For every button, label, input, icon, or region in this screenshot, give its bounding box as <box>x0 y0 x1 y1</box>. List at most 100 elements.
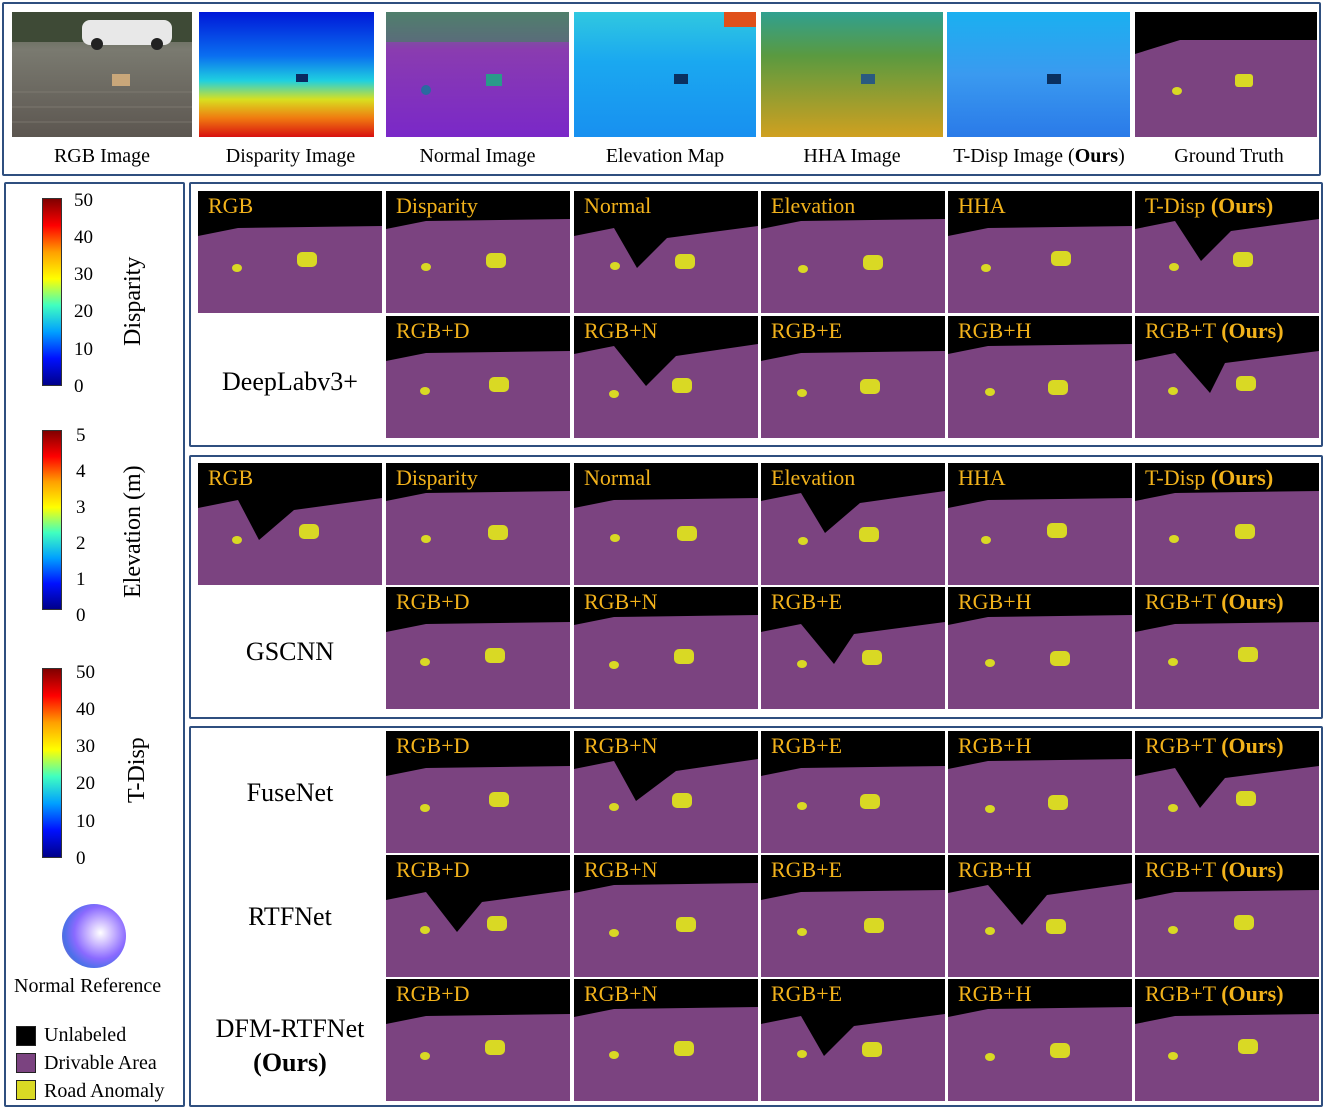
disparity-tick: 30 <box>74 264 93 285</box>
tile-label-text: RGB+T <box>1145 857 1222 882</box>
legend-label-unlabeled: Unlabeled <box>44 1024 127 1046</box>
segmentation-tile: Normal <box>574 191 758 313</box>
row-name-gscnn: GSCNN <box>245 637 335 666</box>
row-name-rtfnet: RTFNet <box>248 902 332 931</box>
tile-label-text: RGB+E <box>771 981 843 1006</box>
tile-label-text: T-Disp <box>1145 193 1211 218</box>
tile-label: RGB+T (Ours) <box>1145 589 1284 615</box>
caption-disparity-image: Disparity Image <box>225 145 356 167</box>
elevation-tick: 4 <box>76 461 86 482</box>
tile-label-text: RGB <box>208 465 254 490</box>
segmentation-tile: RGB+H <box>948 979 1132 1101</box>
tile-label: RGB+T (Ours) <box>1145 857 1284 883</box>
tile-label: RGB <box>208 193 253 219</box>
tile-label-text: RGB+D <box>396 733 470 758</box>
row-name-deeplabv3: DeepLabv3+ <box>222 367 358 396</box>
tile-label-text: HHA <box>958 193 1006 218</box>
fusion-section-frame <box>189 726 1323 1107</box>
segmentation-tile: HHA <box>948 191 1132 313</box>
tdisp-tick: 10 <box>76 811 95 832</box>
tile-label: RGB+E <box>771 733 842 759</box>
tile-label-text: RGB+N <box>584 733 658 758</box>
tile-label-ours: (Ours) <box>1210 465 1274 490</box>
segmentation-tile: RGB <box>198 191 382 313</box>
tdisp-tick: 30 <box>76 736 95 757</box>
segmentation-tile: RGB+D <box>386 587 570 709</box>
segmentation-tile: RGB <box>198 463 382 585</box>
tdisp-tick: 50 <box>76 662 95 683</box>
tile-label-ours: (Ours) <box>1221 981 1284 1006</box>
tdisp-image-thumb <box>947 12 1130 137</box>
segmentation-tile: RGB+H <box>948 731 1132 853</box>
segmentation-tile: RGB+N <box>574 587 758 709</box>
dfm-rtfnet-name: DFM-RTFNet <box>215 1014 365 1043</box>
caption-ground-truth: Ground Truth <box>1174 145 1284 167</box>
tile-label: RGB+H <box>958 318 1032 344</box>
disparity-colorbar <box>42 198 62 386</box>
tile-label: RGB+H <box>958 857 1032 883</box>
disparity-colorbar-label: Disparity <box>120 256 146 346</box>
tile-label-text: RGB+D <box>396 857 470 882</box>
disparity-image-thumb <box>199 12 382 137</box>
tdisp-colorbar <box>42 668 62 858</box>
segmentation-tile: RGB+N <box>574 979 758 1101</box>
elevation-colorbar <box>42 430 62 610</box>
tile-label: T-Disp (Ours) <box>1145 465 1273 491</box>
gscnn-section-frame <box>189 455 1323 719</box>
tile-label: RGB+D <box>396 318 470 344</box>
top-row-frame <box>2 2 1321 176</box>
tile-label: RGB+N <box>584 589 658 615</box>
tile-label: RGB+T (Ours) <box>1145 981 1284 1007</box>
disparity-tick: 10 <box>74 339 93 360</box>
elevation-tick: 1 <box>76 569 86 590</box>
elevation-tick: 0 <box>76 605 86 626</box>
left-panel-frame <box>4 182 185 1107</box>
ground-truth-thumb <box>1135 12 1317 137</box>
tile-label-ours: (Ours) <box>1221 857 1284 882</box>
tdisp-tick: 40 <box>76 699 95 720</box>
segmentation-tile: T-Disp (Ours) <box>1135 463 1319 585</box>
caption-rgb-image: RGB Image <box>53 145 151 167</box>
segmentation-tile: RGB+T (Ours) <box>1135 316 1319 438</box>
segmentation-tile: RGB+N <box>574 855 758 977</box>
caption-tdisp-text: T-Disp Image ( <box>953 145 1075 167</box>
tile-label-text: RGB+T <box>1145 589 1222 614</box>
tile-label: RGB+E <box>771 318 842 344</box>
disparity-tick: 50 <box>74 190 93 211</box>
row-name-fusenet: FuseNet <box>246 778 334 807</box>
segmentation-tile: RGB+D <box>386 855 570 977</box>
elevation-tick: 5 <box>76 425 86 446</box>
tile-label: RGB+N <box>584 857 658 883</box>
tile-label-ours: (Ours) <box>1221 589 1284 614</box>
tile-label: T-Disp (Ours) <box>1145 193 1273 219</box>
tile-label-text: RGB+D <box>396 589 470 614</box>
hha-image-thumb <box>761 12 943 137</box>
tile-label-text: Disparity <box>396 465 478 490</box>
segmentation-tile: RGB+H <box>948 316 1132 438</box>
tile-label-text: Elevation <box>771 193 856 218</box>
tile-label: RGB+D <box>396 733 470 759</box>
tile-label-text: RGB+T <box>1145 733 1222 758</box>
elevation-tick: 3 <box>76 497 86 518</box>
tile-label: Normal <box>584 465 651 491</box>
tile-label-text: RGB+E <box>771 318 843 343</box>
caption-normal-image: Normal Image <box>419 145 536 167</box>
elevation-colorbar-label: Elevation (m) <box>120 465 146 598</box>
rgb-image-thumb <box>12 12 192 137</box>
tdisp-tick: 0 <box>76 848 86 869</box>
elevation-map-thumb <box>574 12 756 137</box>
tile-label-text: RGB <box>208 193 254 218</box>
tile-label: RGB+H <box>958 981 1032 1007</box>
tile-label: HHA <box>958 465 1006 491</box>
disparity-tick: 40 <box>74 227 93 248</box>
legend-swatch-anomaly <box>16 1080 36 1100</box>
segmentation-tile: Elevation <box>761 463 945 585</box>
segmentation-tile: RGB+E <box>761 587 945 709</box>
segmentation-tile: RGB+N <box>574 316 758 438</box>
tile-label: Elevation <box>771 465 855 491</box>
tile-label-text: RGB+T <box>1145 981 1222 1006</box>
tile-label-ours: (Ours) <box>1221 733 1284 758</box>
caption-hha-image: HHA Image <box>803 145 901 167</box>
tile-label-text: RGB+H <box>958 589 1032 614</box>
segmentation-tile: T-Disp (Ours) <box>1135 191 1319 313</box>
